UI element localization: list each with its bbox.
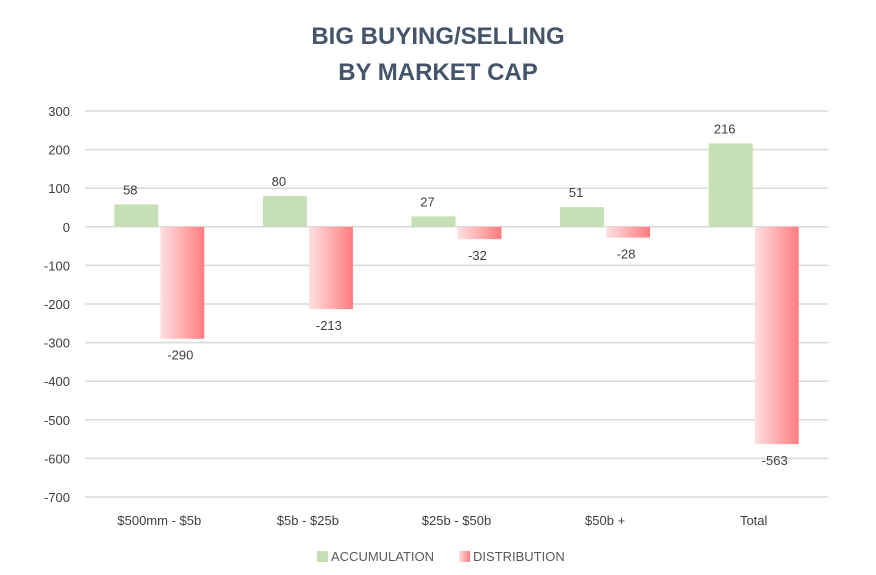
y-tick-label: 300: [48, 104, 70, 119]
bar-distribution: [457, 226, 502, 240]
legend: ACCUMULATION DISTRIBUTION: [317, 549, 565, 564]
bar-accumulation: [560, 207, 605, 227]
x-tick-label: $5b - $25b: [277, 513, 339, 528]
y-axis: 300 200 100 0 -100 -200 -300 -400 -500 -600 -700: [44, 104, 70, 505]
x-tick-label: $500mm - $5b: [117, 513, 201, 528]
y-tick-label: -400: [44, 374, 70, 389]
chart-title-line2: BY MARKET CAP: [338, 59, 538, 86]
bar-accumulation: [708, 143, 753, 227]
bar-distribution: [606, 226, 651, 238]
bar-distribution: [160, 226, 205, 339]
data-label-accumulation: 27: [420, 194, 434, 209]
y-tick-label: -300: [44, 336, 70, 351]
bar-distribution: [754, 226, 799, 445]
x-tick-label: $25b - $50b: [422, 513, 491, 528]
x-tick-label: Total: [740, 513, 768, 528]
y-tick-label: -700: [44, 490, 70, 505]
bar-accumulation: [411, 216, 456, 227]
x-tick-label: $50b +: [585, 513, 625, 528]
legend-swatch-distribution: [459, 551, 470, 562]
data-label-distribution: -290: [167, 348, 193, 363]
chart-title-line1: BIG BUYING/SELLING: [311, 23, 564, 50]
legend-label-distribution: DISTRIBUTION: [473, 549, 565, 564]
y-tick-label: -200: [44, 297, 70, 312]
bars: [114, 143, 799, 445]
data-label-accumulation: 51: [569, 185, 583, 200]
bar-accumulation: [262, 195, 307, 227]
data-label-distribution: -28: [617, 247, 636, 262]
gridlines: [85, 110, 828, 498]
y-tick-label: 100: [48, 181, 70, 196]
bar-accumulation: [114, 204, 159, 227]
legend-swatch-accumulation: [317, 551, 328, 562]
y-tick-label: -600: [44, 451, 70, 466]
data-labels: 58 -290 80 -213 27 -32 51 -28 216 -563: [123, 121, 788, 468]
data-label-accumulation: 80: [272, 174, 286, 189]
data-label-distribution: -213: [316, 318, 342, 333]
y-tick-label: -500: [44, 413, 70, 428]
data-label-accumulation: 58: [123, 182, 137, 197]
bar-distribution: [308, 226, 353, 310]
y-tick-label: 200: [48, 143, 70, 158]
data-label-distribution: -563: [762, 453, 788, 468]
data-label-accumulation: 216: [714, 121, 736, 136]
y-tick-label: 0: [63, 220, 70, 235]
y-tick-label: -100: [44, 258, 70, 273]
x-axis: $500mm - $5b $5b - $25b $25b - $50b $50b + T…: [117, 513, 767, 528]
legend-label-accumulation: ACCUMULATION: [331, 549, 434, 564]
data-label-distribution: -32: [468, 248, 487, 263]
